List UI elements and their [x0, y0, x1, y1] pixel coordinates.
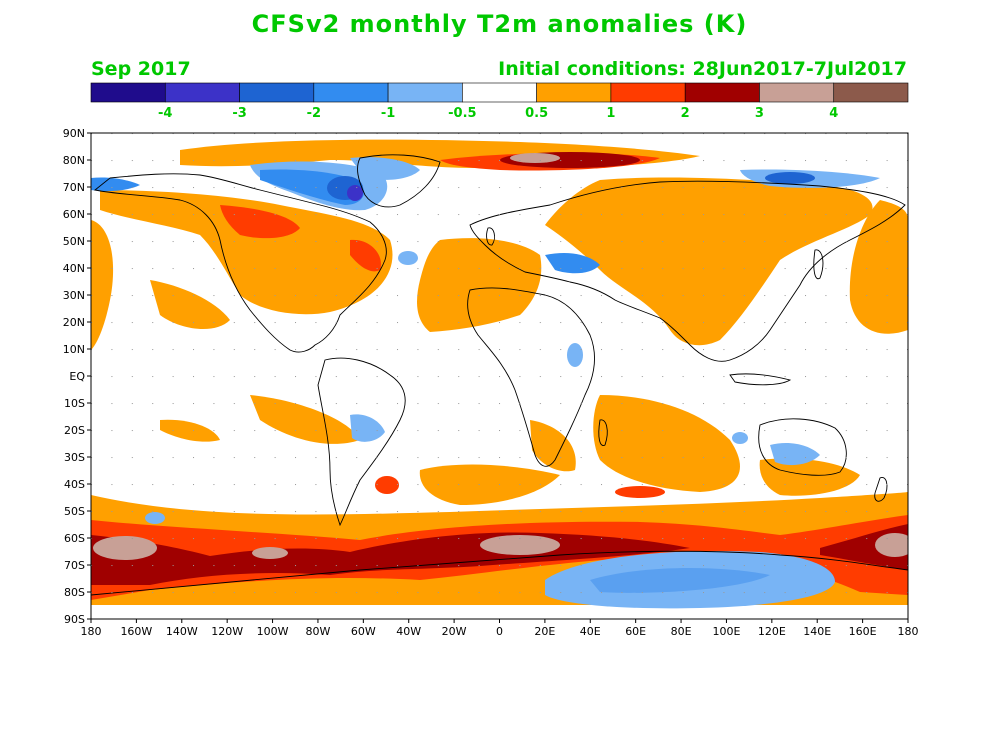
colorbar-swatch	[833, 82, 909, 103]
lon-tick-label: 40W	[396, 625, 421, 638]
lon-tick-label: 100E	[712, 625, 740, 638]
lat-tick-label: 30S	[64, 451, 85, 464]
lon-tick-label: 120E	[758, 625, 786, 638]
lon-tick-label: 140E	[803, 625, 831, 638]
lat-tick-label: 10S	[64, 397, 85, 410]
colorbar-label: -2	[307, 106, 321, 121]
lat-tick-label: 30N	[63, 289, 85, 302]
lon-tick-label: 80W	[306, 625, 331, 638]
lat-tick-label: 60S	[64, 532, 85, 545]
lon-tick-label: 60W	[351, 625, 376, 638]
colorbar-label: 3	[755, 106, 764, 121]
colorbar-swatch	[239, 82, 315, 103]
colorbar-label: 0.5	[525, 106, 548, 121]
lat-tick-label: 90N	[63, 127, 85, 140]
colorbar-label: -0.5	[448, 106, 476, 121]
lat-tick-label: 80S	[64, 586, 85, 599]
colorbar-swatch	[90, 82, 166, 103]
colorbar-label: 4	[829, 106, 838, 121]
lon-tick-label: 40E	[580, 625, 601, 638]
lat-tick-label: 70N	[63, 181, 85, 194]
colorbar-swatch	[462, 82, 537, 103]
lat-tick-label: 50S	[64, 505, 85, 518]
latitude-axis: 90N 80N 70N 60N 50N 40N 30N 20N 10N EQ 10S 20S 30S 40…	[63, 127, 91, 626]
lon-tick-label: 80E	[671, 625, 692, 638]
colorbar-swatch	[387, 82, 463, 103]
lon-tick-label: 180	[81, 625, 102, 638]
lat-tick-label: 20S	[64, 424, 85, 437]
lat-tick-label: 40N	[63, 262, 85, 275]
lon-tick-label: 140W	[166, 625, 198, 638]
lat-tick-label: 40S	[64, 478, 85, 491]
colorbar-swatch	[164, 82, 240, 103]
lat-tick-label: EQ	[69, 370, 85, 383]
chart-title: CFSv2 monthly T2m anomalies (K)	[251, 10, 748, 38]
forecast-month: Sep 2017	[91, 58, 191, 80]
lon-tick-label: 180	[898, 625, 919, 638]
colorbar-swatch	[759, 82, 835, 103]
longitude-axis: 180 160W 140W 120W 100W 80W 60W 40W 20W 0 20E 40E 60…	[81, 619, 919, 638]
lon-tick-label: 20E	[534, 625, 555, 638]
lon-tick-label: 160E	[849, 625, 877, 638]
colorbar-label: 2	[681, 106, 690, 121]
lat-tick-label: 80N	[63, 154, 85, 167]
anomaly-field	[91, 133, 908, 619]
lat-tick-label: 20N	[63, 316, 85, 329]
lat-tick-label: 60N	[63, 208, 85, 221]
lon-tick-label: 100W	[257, 625, 289, 638]
lon-tick-label: 60E	[625, 625, 646, 638]
lon-tick-label: 0	[496, 625, 503, 638]
colorbar-swatch	[536, 82, 612, 103]
lon-tick-label: 120W	[211, 625, 243, 638]
colorbar-label: -4	[158, 106, 172, 121]
colorbar-label: 1	[606, 106, 615, 121]
colorbar-swatch	[610, 82, 686, 103]
initial-conditions: Initial conditions: 28Jun2017-7Jul2017	[498, 58, 907, 80]
colorbar-label: -1	[381, 106, 395, 121]
colorbar-swatch	[684, 82, 760, 103]
colorbar-swatch	[313, 82, 389, 103]
lon-tick-label: 160W	[120, 625, 152, 638]
lat-tick-label: 70S	[64, 559, 85, 572]
lat-tick-label: 90S	[64, 613, 85, 626]
lon-tick-label: 20W	[442, 625, 467, 638]
color-bar: -4 -3 -2 -1 -0.5 0.5 1 2 3 4	[90, 82, 909, 121]
lat-tick-label: 10N	[63, 343, 85, 356]
colorbar-label: -3	[232, 106, 246, 121]
lat-tick-label: 50N	[63, 235, 85, 248]
